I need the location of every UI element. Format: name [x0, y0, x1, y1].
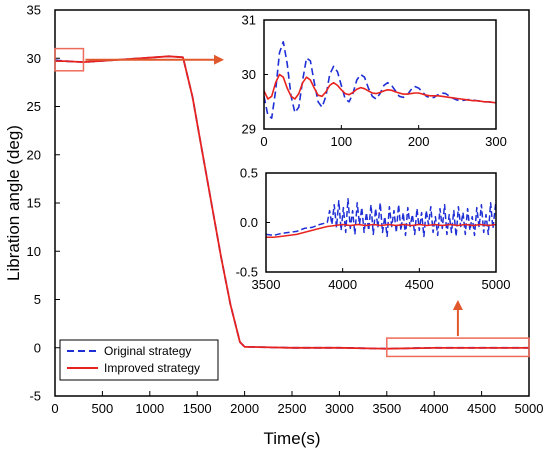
main-y-tick-label: 30	[27, 51, 41, 66]
inset-top-plot: 0 100 200 300 29 30 31	[242, 13, 507, 150]
main-x-tick-label: 1000	[135, 401, 164, 416]
inset-top-series-improved-line	[264, 73, 496, 104]
main-y-tick-label: 5	[34, 292, 41, 307]
legend-box	[59, 339, 219, 381]
legend-label-improved: Improved strategy	[104, 361, 200, 375]
main-y-tick-label: 35	[27, 3, 41, 18]
main-x-tick-label: 4500	[467, 401, 496, 416]
inset-top-x-tick-label: 300	[485, 134, 507, 149]
main-y-tick-label: 0	[34, 340, 41, 355]
main-x-tick-label: 3000	[325, 401, 354, 416]
inset-bottom-series-improved-line	[266, 223, 496, 239]
inset-bottom-y-tick-label: 0.0	[240, 215, 258, 230]
inset-top-x-tick-label: 100	[330, 134, 352, 149]
main-x-tick-label: 1500	[183, 401, 212, 416]
legend-label-original: Original strategy	[104, 344, 191, 358]
inset-bottom-x-tick-label: 4500	[405, 277, 434, 292]
main-y-tick-label: 25	[27, 99, 41, 114]
inset-bottom-y-tick-label: -0.5	[236, 265, 258, 280]
main-plot: 0 500 1000 1500 2000 2500 3000 3500 4000 4500 5000…	[4, 3, 543, 449]
main-x-tick-label: 3500	[372, 401, 401, 416]
inset-top-tick-group: 0 100 200 300 29 30 31	[242, 13, 507, 150]
y-axis-title: Libration angle (deg)	[4, 125, 23, 281]
main-y-tick-label: -5	[29, 389, 41, 404]
inset-bottom-series-original-line	[266, 197, 496, 238]
main-x-tick-label: 4000	[420, 401, 449, 416]
inset-top-x-tick-label: 0	[260, 134, 267, 149]
main-x-tick-label: 2500	[278, 401, 307, 416]
inset-bottom-tick-group: 3500 4000 4500 5000 -0.5 0.0 0.5	[236, 166, 511, 293]
inset-top-background	[264, 20, 496, 129]
inset-top-y-tick-label: 29	[242, 122, 256, 137]
inset-top-series-group	[264, 40, 496, 119]
zoom-region-box-0	[54, 47, 85, 72]
main-x-tick-label: 500	[92, 401, 114, 416]
inset-top-y-tick-label: 31	[242, 13, 256, 28]
inset-top-series-original-line	[264, 40, 496, 119]
inset-bottom-background	[266, 173, 496, 272]
main-tick-group: 0 500 1000 1500 2000 2500 3000 3500 4000 4500 5000…	[27, 3, 544, 417]
inset-top-y-tick-label: 30	[242, 67, 256, 82]
main-y-tick-label: 20	[27, 147, 41, 162]
main-y-tick-label: 10	[27, 244, 41, 259]
inset-bottom-x-tick-label: 4000	[328, 277, 357, 292]
inset-bottom-y-tick-label: 0.5	[240, 166, 258, 181]
zoom-region-box-1	[386, 337, 530, 358]
inset-top-x-tick-label: 200	[408, 134, 430, 149]
main-x-tick-label: 2000	[230, 401, 259, 416]
main-y-tick-label: 15	[27, 196, 41, 211]
inset-bottom-x-tick-label: 3500	[252, 277, 281, 292]
inset-bottom-x-tick-label: 5000	[482, 277, 511, 292]
inset-bottom-plot: 3500 4000 4500 5000 -0.5 0.0 0.5	[236, 166, 511, 293]
main-x-tick-label: 0	[51, 401, 58, 416]
main-x-tick-label: 5000	[515, 401, 544, 416]
inset-bottom-series-group	[266, 197, 496, 239]
x-axis-title: Time(s)	[264, 429, 321, 448]
main-annotation-group	[54, 47, 530, 358]
legend: Original strategy Improved strategy	[59, 339, 219, 381]
